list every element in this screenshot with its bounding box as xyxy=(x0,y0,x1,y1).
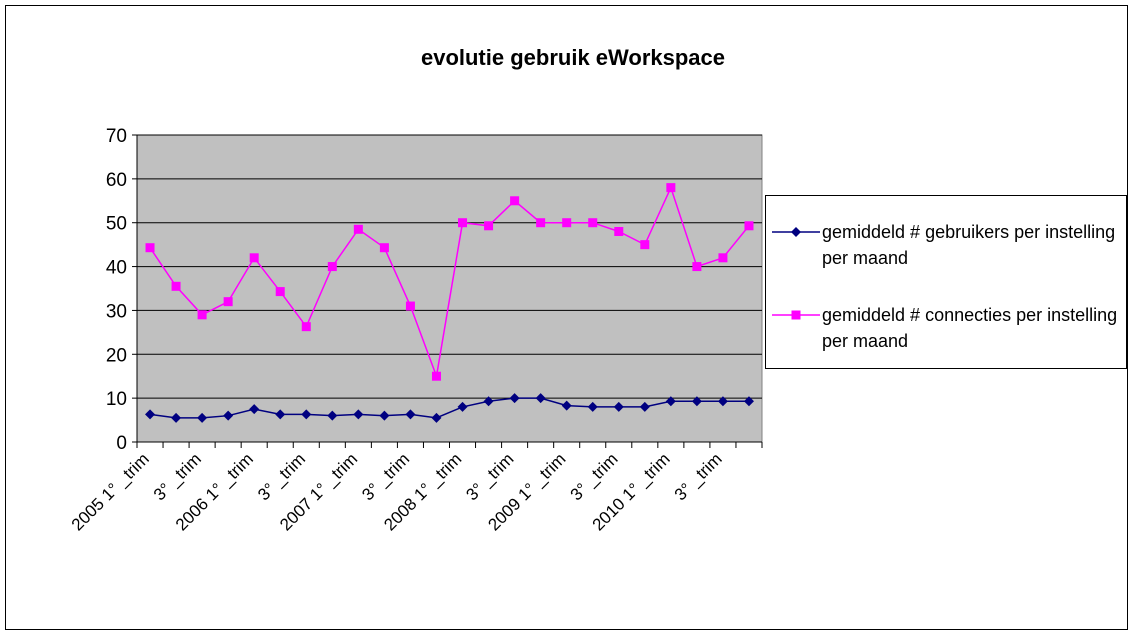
data-point xyxy=(197,412,208,423)
data-point xyxy=(353,224,363,234)
data-point xyxy=(588,218,598,228)
data-point xyxy=(431,412,442,423)
data-point xyxy=(510,196,520,206)
data-point xyxy=(718,253,728,263)
legend-box xyxy=(765,195,1127,369)
data-point xyxy=(327,262,337,272)
data-point xyxy=(562,218,572,228)
data-point xyxy=(301,409,312,420)
data-point xyxy=(692,262,702,272)
data-point xyxy=(145,243,155,253)
chart-title: evolutie gebruik eWorkspace xyxy=(421,45,725,70)
data-point xyxy=(483,396,494,407)
data-point xyxy=(275,287,285,297)
data-point xyxy=(301,322,311,332)
data-point xyxy=(457,401,468,412)
data-point xyxy=(535,393,546,404)
data-point xyxy=(743,396,754,407)
y-tick-label: 30 xyxy=(106,301,127,322)
legend-label: gemiddeld # connecties per instelling pe… xyxy=(822,305,1118,351)
data-point xyxy=(509,393,520,404)
y-tick-label: 70 xyxy=(106,126,127,147)
data-point xyxy=(666,183,676,193)
data-point xyxy=(171,412,182,423)
data-point xyxy=(353,409,364,420)
data-point xyxy=(640,240,650,250)
y-tick-label: 50 xyxy=(106,214,127,235)
data-point xyxy=(249,404,260,415)
series-line xyxy=(149,397,749,419)
data-point xyxy=(379,410,390,421)
data-point xyxy=(327,410,338,421)
data-point xyxy=(484,221,494,231)
data-point xyxy=(613,401,624,412)
legend-marker xyxy=(791,310,801,320)
series-line xyxy=(149,185,750,380)
y-tick-label: 40 xyxy=(106,258,127,279)
data-point xyxy=(614,226,624,236)
y-tick-label: 0 xyxy=(116,433,127,454)
data-point xyxy=(405,409,416,420)
data-point xyxy=(379,243,389,253)
data-point xyxy=(665,396,676,407)
data-point xyxy=(744,221,754,231)
legend-label: gemiddeld # gebruikers per instelling pe… xyxy=(822,222,1116,268)
data-point xyxy=(249,253,259,263)
data-point xyxy=(536,218,546,228)
y-tick-label: 60 xyxy=(106,170,127,191)
data-point xyxy=(431,371,441,381)
y-tick-label: 10 xyxy=(106,389,127,410)
legend-marker xyxy=(791,227,801,237)
data-point xyxy=(717,396,728,407)
y-tick-label: 20 xyxy=(106,345,127,366)
data-point xyxy=(275,409,286,420)
data-point xyxy=(561,400,572,411)
data-point xyxy=(458,218,468,228)
data-point xyxy=(639,401,650,412)
plot-area xyxy=(136,134,763,443)
data-point xyxy=(405,301,415,311)
data-point xyxy=(171,281,181,291)
data-point xyxy=(691,396,702,407)
data-point xyxy=(197,310,207,320)
data-point xyxy=(587,401,598,412)
data-point xyxy=(223,297,233,307)
data-point xyxy=(223,410,234,421)
data-point xyxy=(145,409,156,420)
